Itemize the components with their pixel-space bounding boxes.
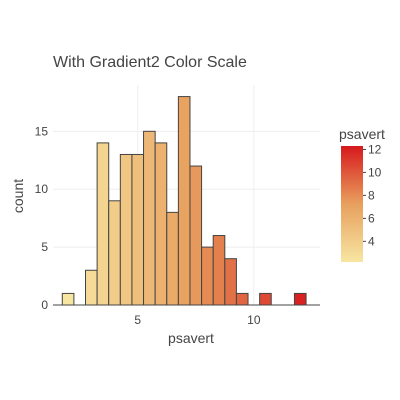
histogram-bar	[212, 235, 226, 306]
colorbar-tick-label: 10	[368, 165, 382, 179]
histogram-bar	[293, 292, 307, 306]
colorbar-tick-label: 6	[368, 211, 375, 225]
histogram-bar	[235, 292, 249, 306]
colorbar-title: psavert	[339, 126, 385, 142]
bar-layer	[61, 96, 307, 306]
histogram-bar	[259, 292, 272, 306]
colorbar-tick-label: 8	[368, 188, 375, 202]
colorbar-tick-layer: 4 6 8 10 12	[363, 142, 382, 248]
histogram-bar	[177, 96, 191, 306]
histogram-bar	[108, 200, 121, 306]
histogram-bar	[96, 142, 110, 306]
histogram-bar	[154, 142, 168, 306]
colorbar-gradient	[341, 146, 363, 262]
histogram-bar	[143, 130, 156, 306]
y-axis-title: count	[10, 179, 26, 213]
histogram-bar	[85, 269, 98, 306]
histogram-bar	[166, 211, 179, 306]
colorbar-tick-label: 12	[368, 142, 382, 156]
colorbar-tick-label: 4	[368, 234, 375, 248]
histogram-bar	[131, 153, 145, 306]
y-tick-label: 10	[35, 182, 49, 196]
histogram-bar	[119, 153, 133, 306]
x-axis-title: psavert	[168, 330, 214, 346]
histogram-bar	[224, 258, 237, 306]
y-tick-label: 5	[41, 240, 48, 254]
x-tick-label: 10	[247, 313, 261, 327]
x-tick-layer: 5 10	[134, 313, 260, 327]
y-tick-label: 0	[41, 298, 48, 312]
chart-title: With Gradient2 Color Scale	[53, 54, 247, 71]
y-tick-label: 15	[35, 124, 49, 138]
colorbar-legend: psavert 4 6 8 10 12	[339, 126, 385, 262]
histogram-bar	[201, 246, 214, 306]
x-tick-label: 5	[134, 313, 141, 327]
histogram-bar	[189, 165, 203, 306]
histogram-bar	[61, 292, 75, 306]
y-tick-layer: 0 5 10 15	[35, 124, 49, 312]
